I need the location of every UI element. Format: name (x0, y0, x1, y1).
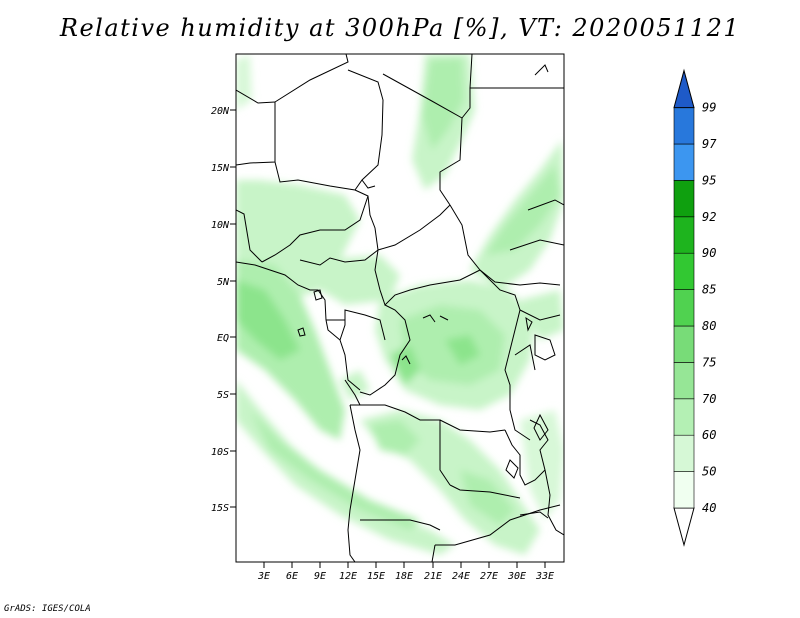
lon-tick-label: 27E (480, 571, 498, 582)
colorbar-label: 40 (702, 501, 716, 515)
colorbar-label: 97 (702, 137, 717, 151)
humidity-shading (236, 54, 564, 555)
colorbar-label: 70 (702, 392, 716, 406)
colorbar-label: 50 (702, 465, 716, 479)
lat-tick-label: 15N (211, 163, 230, 174)
lon-tick-label: 30E (507, 571, 526, 582)
lon-tick-label: 21E (424, 571, 442, 582)
colorbar-band (673, 398, 695, 436)
colorbar-band (673, 325, 695, 363)
colorbar-band (673, 143, 695, 181)
lon-axis: 3E 6E 9E 12E 15E 18E 21E 24E 27E 30E 33E (257, 562, 554, 582)
lon-tick-label: 15E (367, 571, 385, 582)
lat-tick-label: 20N (211, 106, 230, 117)
lon-tick-label: 3E (257, 571, 270, 582)
colorbar-label: 90 (702, 246, 716, 260)
colorbar-band (673, 471, 695, 509)
colorbar-label: 80 (702, 319, 716, 333)
lon-tick-label: 18E (395, 571, 413, 582)
colorbar-band (673, 216, 695, 254)
lon-tick-label: 12E (339, 571, 357, 582)
lat-tick-label: 10N (211, 220, 230, 231)
lon-tick-label: 24E (452, 571, 470, 582)
lon-tick-label: 6E (286, 571, 298, 582)
lat-axis: 20N 15N 10N 5N EQ 5S 10S 15S (211, 106, 236, 514)
colorbar-band (673, 289, 695, 327)
colorbar-band (673, 252, 695, 290)
lat-tick-label: 15S (211, 503, 229, 514)
colorbar: 40 50 60 70 75 80 85 90 92 95 97 99 (673, 68, 717, 547)
lon-tick-label: 9E (314, 571, 326, 582)
lat-tick-label: 5N (217, 277, 230, 288)
map-title: Relative humidity at 300hPa [%], VT: 202… (59, 14, 741, 42)
lon-tick-label: 33E (535, 571, 554, 582)
colorbar-band (673, 107, 695, 145)
lat-tick-label: 5S (217, 390, 229, 401)
credit-label: GrADS: IGES/COLA (4, 604, 91, 614)
map-frame (235, 53, 565, 563)
colorbar-label: 75 (702, 355, 716, 369)
colorbar-band (673, 434, 695, 472)
lat-tick-label: EQ (217, 333, 229, 344)
colorbar-lower-triangle (673, 507, 695, 547)
colorbar-label: 85 (702, 283, 716, 297)
map-boundaries (236, 54, 564, 562)
colorbar-label: 99 (702, 101, 716, 115)
lat-tick-label: 10S (211, 447, 229, 458)
colorbar-band (673, 362, 695, 400)
colorbar-label: 60 (702, 428, 716, 442)
colorbar-label: 95 (702, 173, 716, 187)
colorbar-band (673, 180, 695, 218)
colorbar-upper-triangle (673, 68, 695, 109)
colorbar-label: 92 (702, 210, 716, 224)
